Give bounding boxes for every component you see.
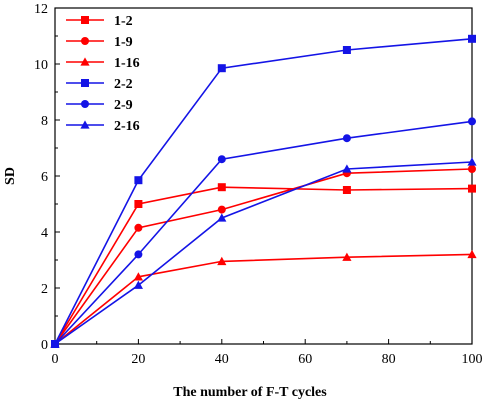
data-point-square (468, 184, 476, 193)
data-point-circle (81, 37, 89, 45)
y-tick-label: 8 (41, 114, 48, 129)
data-point-circle (468, 165, 476, 173)
y-tick-label: 10 (34, 58, 48, 73)
data-point-square (134, 176, 143, 185)
data-point-circle (217, 205, 226, 214)
legend-item: 2-2 (66, 77, 133, 92)
y-tick-label: 2 (41, 282, 48, 297)
data-point-square (217, 64, 226, 73)
data-point-triangle (133, 280, 143, 289)
series-layer (50, 34, 477, 348)
x-axis-title: The number of F-T cycles (173, 385, 327, 400)
data-point-triangle (217, 256, 227, 266)
data-point-circle (81, 100, 89, 108)
x-tick-label: 80 (382, 352, 396, 367)
series-2-9 (51, 117, 476, 348)
data-point-square (342, 46, 351, 54)
data-point-circle (134, 250, 143, 259)
data-point-square (342, 186, 351, 194)
y-tick-label: 4 (41, 226, 48, 241)
y-axis-title: SD (3, 167, 18, 185)
series-line (54, 120, 473, 345)
legend-item: 2-16 (66, 119, 140, 134)
x-tick-label: 20 (131, 352, 145, 367)
data-point-triangle (467, 249, 477, 259)
series-line (54, 186, 473, 345)
legend-label: 1-16 (114, 56, 140, 71)
series-1-16 (50, 249, 477, 348)
y-tick-label: 12 (34, 2, 48, 17)
x-tick-label: 40 (215, 352, 229, 367)
legend-label: 1-9 (114, 35, 133, 50)
legend-label: 2-2 (114, 77, 133, 92)
data-point-square (81, 79, 89, 87)
y-tick-label: 0 (41, 338, 48, 353)
data-point-triangle (80, 120, 90, 129)
data-point-circle (342, 134, 351, 143)
data-point-triangle (80, 57, 90, 66)
series-2-16 (50, 157, 477, 348)
legend-label: 1-2 (114, 14, 133, 29)
legend-item: 1-9 (66, 35, 133, 50)
data-point-square (81, 16, 89, 24)
data-point-square (468, 34, 476, 43)
data-point-square (217, 183, 226, 192)
data-point-triangle (50, 339, 60, 348)
data-point-triangle (467, 157, 477, 166)
legend: 1-2 1-9 1-16 2-2 2-9 2-16 (66, 14, 140, 134)
data-point-circle (134, 223, 143, 232)
legend-label: 2-9 (114, 98, 133, 113)
x-axis: 0 20 40 60 80 100 (52, 339, 483, 367)
y-tick-label: 6 (41, 170, 48, 185)
data-point-square (134, 200, 143, 208)
legend-item: 1-2 (66, 14, 133, 29)
legend-item: 1-16 (66, 56, 140, 71)
data-point-triangle (217, 213, 227, 222)
data-point-circle (468, 117, 476, 126)
data-point-triangle (342, 252, 352, 261)
legend-item: 2-9 (66, 98, 133, 113)
series-1-2 (51, 183, 476, 348)
data-point-triangle (133, 272, 143, 281)
y-axis: 0 2 4 6 8 10 12 (34, 2, 60, 353)
x-tick-label: 60 (298, 352, 312, 367)
x-tick-label: 100 (462, 352, 483, 367)
legend-label: 2-16 (114, 119, 140, 134)
data-point-triangle (342, 164, 352, 173)
x-tick-label: 0 (52, 352, 59, 367)
data-point-circle (217, 155, 226, 164)
